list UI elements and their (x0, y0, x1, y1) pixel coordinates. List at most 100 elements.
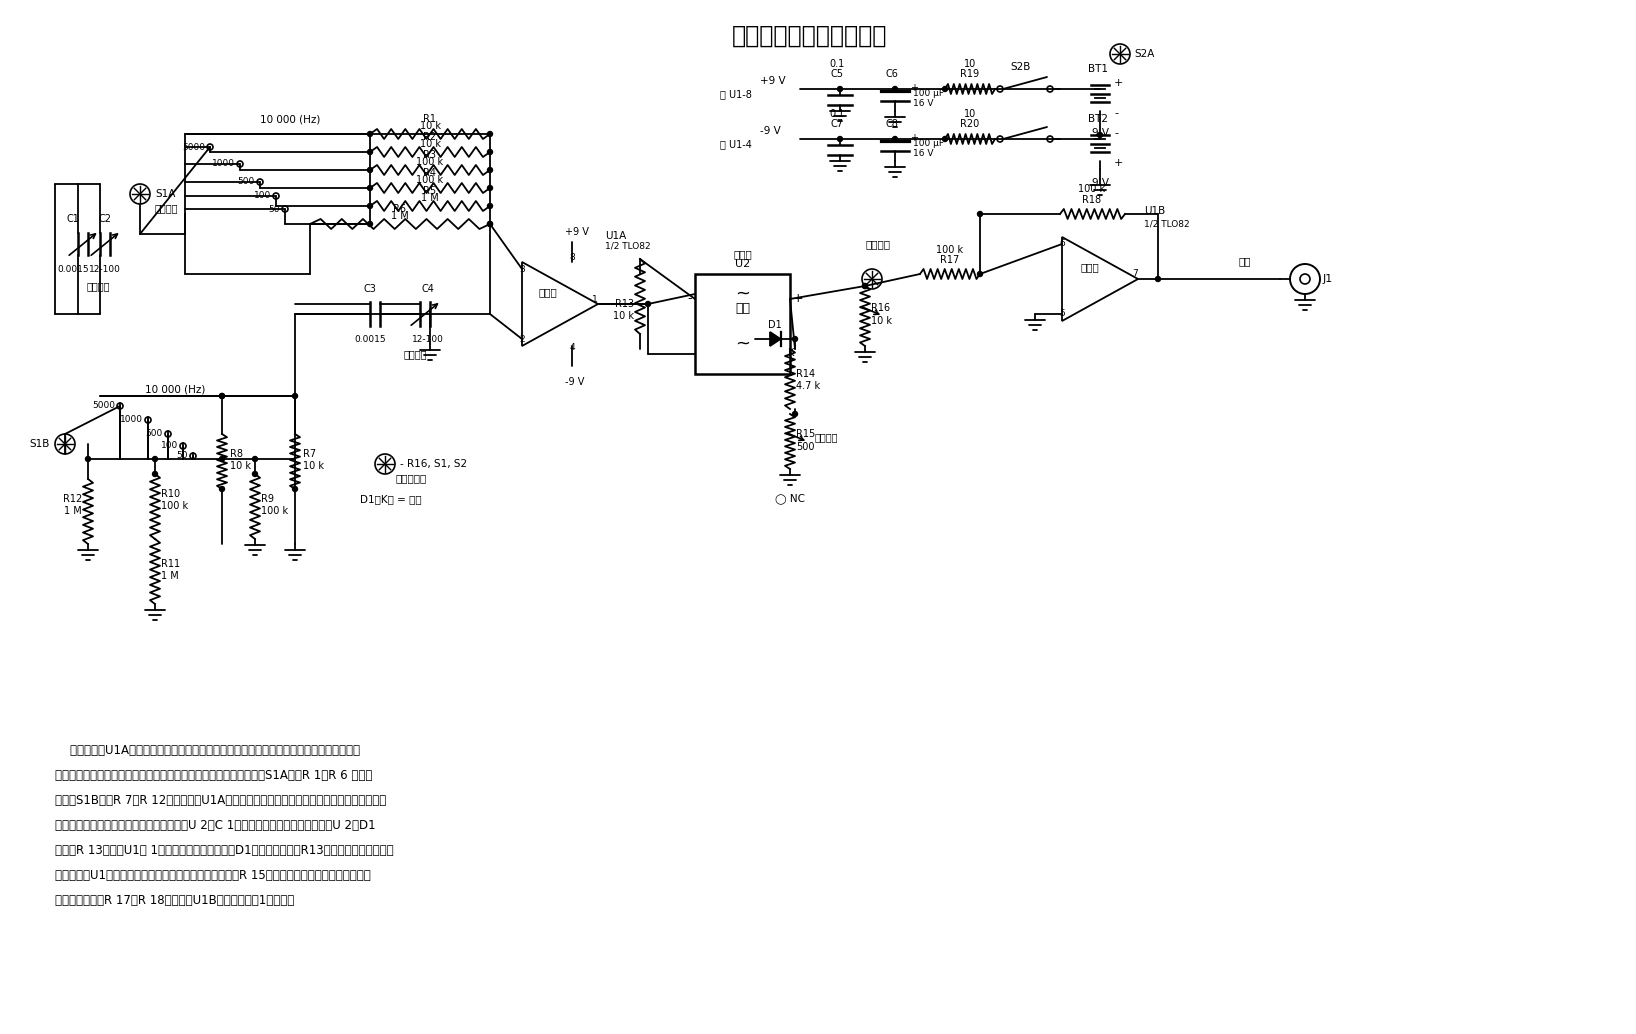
Text: -: - (687, 293, 692, 305)
Circle shape (942, 87, 947, 91)
Text: R2: R2 (424, 132, 437, 142)
Text: R12: R12 (62, 494, 82, 504)
Circle shape (488, 168, 492, 173)
Circle shape (219, 487, 224, 491)
Text: 100: 100 (254, 191, 272, 201)
Polygon shape (771, 332, 780, 346)
Text: 100: 100 (160, 442, 178, 451)
Text: C4: C4 (422, 284, 435, 294)
Text: 1000: 1000 (213, 159, 236, 169)
Text: R5: R5 (424, 186, 437, 196)
Text: 10 k: 10 k (870, 316, 892, 326)
Text: 3: 3 (519, 265, 525, 274)
Text: S2A: S2A (1134, 49, 1155, 59)
Text: R19: R19 (960, 69, 980, 79)
Text: 0.1: 0.1 (829, 109, 844, 119)
Text: 波形调节: 波形调节 (815, 432, 839, 442)
Text: 输出: 输出 (1238, 256, 1252, 266)
Text: R11: R11 (160, 559, 180, 569)
Text: 50: 50 (268, 205, 280, 213)
Text: 2: 2 (519, 335, 525, 343)
Circle shape (252, 456, 257, 461)
Text: C7: C7 (831, 119, 844, 129)
Circle shape (792, 412, 797, 417)
Text: 500: 500 (146, 429, 164, 438)
Text: C2: C2 (98, 214, 111, 224)
Circle shape (368, 150, 373, 154)
Text: 5000: 5000 (182, 143, 204, 152)
Text: 频率转换: 频率转换 (155, 203, 178, 213)
Text: R10: R10 (160, 489, 180, 499)
Text: 10: 10 (964, 109, 977, 119)
Text: 状态。图中所示R 17和R 18的阻值使U1B工作于增益为1的状态。: 状态。图中所示R 17和R 18的阻值使U1B工作于增益为1的状态。 (56, 894, 294, 907)
Text: 10 000 (Hz): 10 000 (Hz) (146, 384, 204, 394)
Circle shape (488, 131, 492, 136)
Circle shape (977, 272, 983, 276)
Text: 至 U1-8: 至 U1-8 (720, 89, 753, 99)
Circle shape (1155, 276, 1160, 281)
Text: 1000: 1000 (119, 416, 142, 425)
Circle shape (488, 204, 492, 209)
Text: R14: R14 (797, 369, 815, 379)
Text: R3: R3 (424, 150, 437, 160)
Text: 100 μF: 100 μF (913, 139, 944, 148)
Text: C3: C3 (363, 284, 376, 294)
Text: C1: C1 (67, 214, 80, 224)
Text: 个，而S1B选择R 7～R 12中的一个。U1A必须有足够的增益以克服电桥造成的衰减，但亦不能: 个，而S1B选择R 7～R 12中的一个。U1A必须有足够的增益以克服电桥造成的… (56, 794, 386, 807)
Circle shape (893, 136, 898, 142)
Text: 9 V: 9 V (1091, 128, 1109, 138)
Text: 1 M: 1 M (64, 506, 82, 516)
Circle shape (293, 487, 298, 491)
Text: R13: R13 (615, 299, 635, 309)
Text: R15: R15 (797, 429, 815, 439)
Circle shape (152, 472, 157, 477)
Text: 过大，以免建立起的振荡造成过载和失真。U 2和C 1自动调节电路增益以维持振荡。U 2将D1: 过大，以免建立起的振荡造成过载和失真。U 2和C 1自动调节电路增益以维持振荡。… (56, 819, 376, 832)
Circle shape (368, 221, 373, 226)
Text: -9 V: -9 V (761, 126, 780, 136)
Text: R6: R6 (394, 204, 406, 214)
Circle shape (862, 283, 867, 288)
Text: +: + (1114, 78, 1124, 88)
Text: 1 M: 1 M (160, 571, 178, 581)
Text: BT2: BT2 (1088, 114, 1108, 124)
Circle shape (792, 336, 797, 341)
Circle shape (893, 87, 898, 91)
Text: 运算放大器U1A连接成一振荡器，在其振荡频率上，文氏电桥的相移严格地为零。改变电桥: 运算放大器U1A连接成一振荡器，在其振荡频率上，文氏电桥的相移严格地为零。改变电… (56, 744, 360, 757)
Text: -: - (1114, 128, 1117, 138)
Text: 频率微调: 频率微调 (87, 281, 110, 291)
Text: +: + (793, 293, 803, 305)
Text: 振荡器: 振荡器 (538, 287, 558, 297)
Text: BT1: BT1 (1088, 64, 1108, 74)
Circle shape (152, 456, 157, 461)
Circle shape (219, 394, 224, 398)
Text: 放大器: 放大器 (1081, 262, 1099, 272)
Text: 输出电平: 输出电平 (865, 239, 890, 249)
Circle shape (368, 168, 373, 173)
Text: J1: J1 (1324, 274, 1333, 284)
Text: 7: 7 (1132, 270, 1137, 278)
Text: 500: 500 (237, 178, 255, 186)
Circle shape (838, 87, 843, 91)
Circle shape (368, 131, 373, 136)
Text: D1的K为 = 阴极: D1的K为 = 阴极 (360, 494, 422, 504)
Text: 10: 10 (964, 59, 977, 69)
Text: +: + (910, 83, 918, 93)
Text: 这样可增加U1的负反馈量，以降低其增益。波形调节电阻R 15使电路工作于失真最小的这种最佳: 这样可增加U1的负反馈量，以降低其增益。波形调节电阻R 15使电路工作于失真最小… (56, 869, 371, 882)
Text: 6: 6 (1058, 240, 1065, 248)
Text: K: K (789, 348, 795, 358)
Text: 0.0015: 0.0015 (57, 265, 88, 274)
Text: 12-100: 12-100 (412, 335, 443, 343)
Text: 9 V: 9 V (1091, 178, 1109, 188)
Text: ~: ~ (735, 285, 749, 303)
Circle shape (977, 212, 983, 216)
Circle shape (862, 283, 867, 288)
Text: 10 000 (Hz): 10 000 (Hz) (260, 114, 321, 124)
Text: +9 V: +9 V (761, 77, 785, 86)
Circle shape (219, 456, 224, 461)
Text: 8: 8 (569, 252, 574, 262)
Text: 100 k: 100 k (1078, 184, 1106, 194)
Text: 装在面板上: 装在面板上 (394, 473, 427, 483)
Text: 4: 4 (569, 343, 574, 353)
Text: - R16, S1, S2: - R16, S1, S2 (399, 459, 468, 469)
Circle shape (1098, 132, 1103, 138)
